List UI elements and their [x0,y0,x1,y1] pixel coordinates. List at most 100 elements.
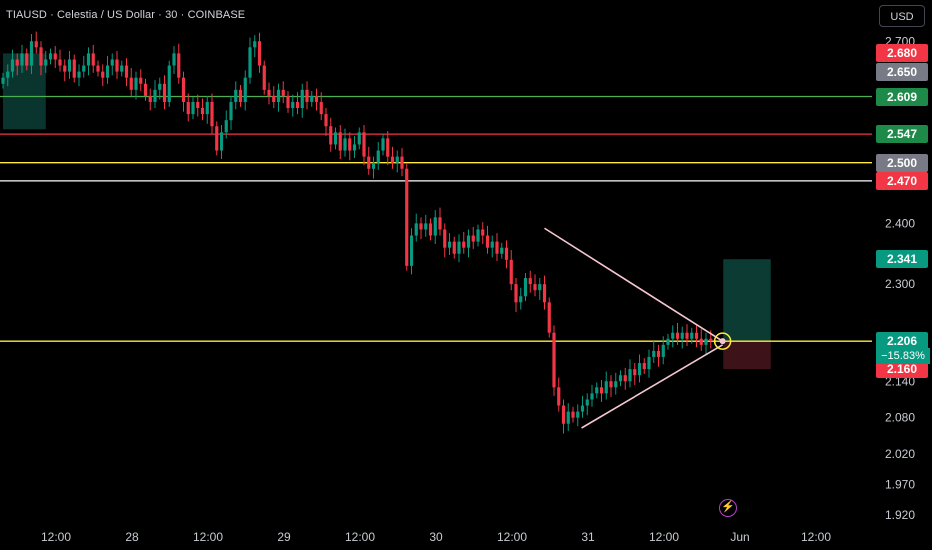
candle-body-95 [452,241,456,254]
candle-63 [300,83,304,118]
candle-134 [637,354,642,383]
candle-126 [599,380,604,402]
candle-body-147 [699,338,703,345]
candle-16 [77,64,81,87]
candle-body-127 [604,381,608,394]
candle-9 [44,50,48,73]
candle-112 [533,274,537,297]
candle-98 [466,229,471,258]
candle-body-67 [319,101,323,115]
x-axis: 12:00 28 12:00 29 12:00 30 12:00 31 12:00 Jun 12:0… [41,530,831,544]
hline-badge-1: 2.547 [876,125,928,144]
candle-108 [514,278,518,313]
x-tick-2: 12:00 [193,530,223,544]
trendline-1 [581,344,724,429]
candle-147 [699,329,703,351]
candle-141 [671,325,675,348]
candle-body-87 [414,223,418,236]
candle-body-35 [167,65,171,102]
candle-body-117 [557,387,561,406]
candle-body-40 [191,101,195,115]
currency-button[interactable]: USD [879,5,925,27]
candle-body-148 [704,338,708,345]
candle-body-102 [485,235,490,248]
candle-body-137 [652,350,656,357]
candle-body-43 [205,101,209,115]
candle-body-59 [281,89,285,96]
candle-body-106 [504,247,509,260]
candle-body-46 [219,132,224,151]
candle-body-63 [300,89,304,109]
candle-body-9 [44,59,48,66]
candle-50 [238,84,243,107]
candle-body-132 [628,369,632,382]
candle-body-118 [561,405,566,424]
lightning-icon[interactable]: ⚡ [719,499,737,517]
candle-129 [614,372,618,395]
candle-body-21 [101,71,105,78]
candle-body-65 [310,95,314,102]
candle-78 [371,156,376,179]
candle-60 [286,91,290,113]
candle-96 [457,234,461,263]
profit-zone [723,259,771,342]
candle-body-68 [324,114,328,127]
candle-body-34 [162,83,167,102]
candle-121 [576,404,580,427]
candle-body-26 [124,65,129,78]
candle-56 [267,82,271,105]
price-label-0: 2.680 [876,44,928,63]
candle-3 [15,53,19,76]
candle-138 [656,344,661,367]
candle-body-121 [576,411,580,418]
candle-30 [143,78,148,101]
candle-104 [495,233,499,262]
candle-body-64 [305,89,309,102]
candle-117 [557,377,561,412]
x-tick-0: 12:00 [41,530,71,544]
candle-1 [6,64,10,87]
candle-body-27 [129,77,133,90]
candle-body-133 [633,369,637,376]
y-tick-4: 2.080 [885,411,915,425]
candle-body-112 [533,284,537,291]
candle-86 [409,228,414,275]
candle-body-134 [637,363,642,376]
candle-body-28 [134,77,138,90]
candle-body-140 [666,338,670,345]
candle-127 [604,371,608,400]
candle-70 [333,127,338,150]
price-label-3: 2.160 [876,360,928,379]
candle-13 [63,59,67,82]
candle-body-138 [656,350,661,357]
candle-48 [229,95,233,130]
candle-84 [400,148,404,177]
y-tick-2: 2.300 [885,277,915,291]
candle-body-33 [158,83,162,90]
candle-115 [547,297,551,338]
candle-113 [538,278,542,300]
candle-body-69 [329,126,333,145]
candle-73 [348,132,352,161]
candle-21 [101,64,105,87]
candle-body-126 [599,387,604,394]
marker-circle [713,332,732,350]
x-tick-8: 12:00 [649,530,679,544]
candle-79 [376,142,380,170]
candle-24 [115,50,119,79]
candle-body-13 [63,65,67,72]
candle-body-104 [495,241,499,254]
candle-body-129 [614,381,618,388]
candle-10 [48,48,53,65]
candle-34 [162,75,167,110]
candle-6 [29,33,34,75]
candle-body-49 [234,89,238,102]
candle-body-108 [514,284,518,303]
candle-80 [381,133,385,156]
candle-body-93 [443,229,447,248]
candle-66 [314,88,319,111]
candle-body-139 [661,344,665,357]
candle-body-30 [143,83,148,96]
candle-5 [25,48,29,71]
